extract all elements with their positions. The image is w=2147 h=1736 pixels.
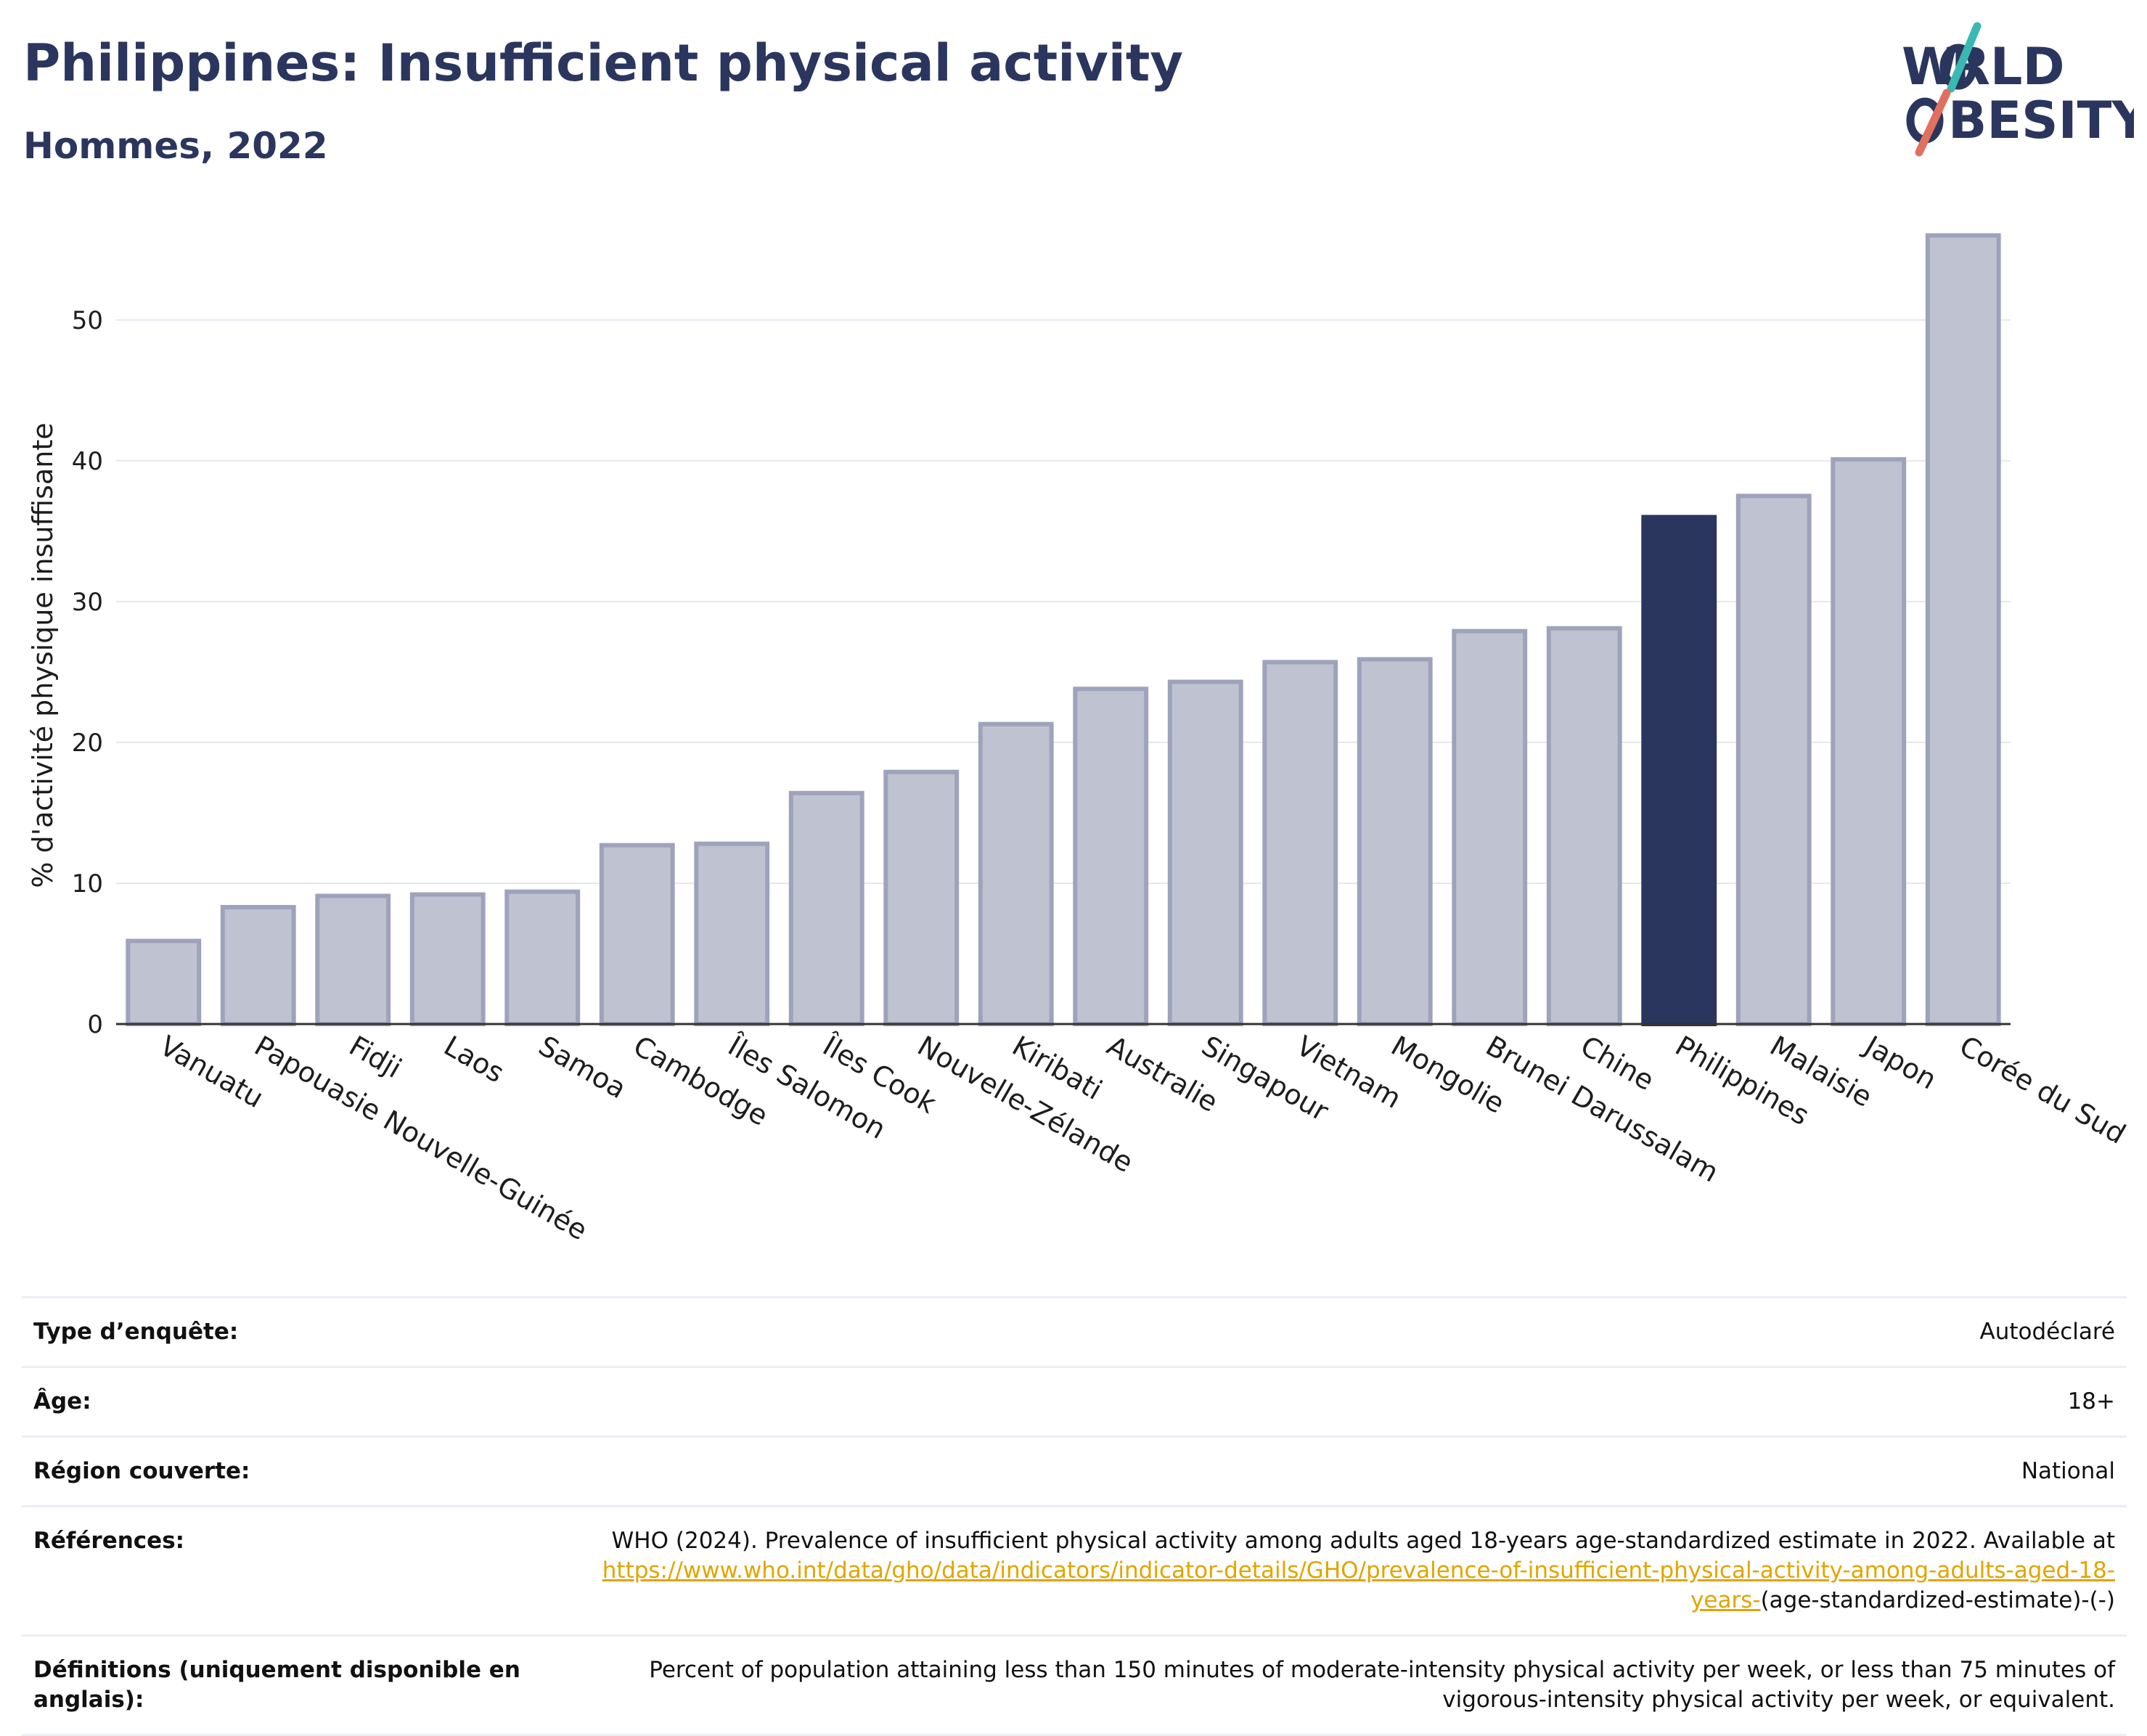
bar-kiribati[interactable] [978, 721, 1054, 1026]
x-tick-label: Papouasie Nouvelle-Guinée [249, 1030, 592, 1247]
page-title: Philippines: Insufficient physical activ… [23, 33, 1183, 93]
svg-text:BESITY: BESITY [1948, 91, 2134, 150]
info-value: Autodéclaré [1979, 1319, 2115, 1345]
y-axis-label: % d'activité physique insuffisante [27, 422, 59, 888]
bar-vanuatu[interactable] [126, 938, 202, 1026]
reference-link[interactable]: https://www.who.int/data/gho/data/indica… [602, 1557, 2115, 1613]
info-row-references: Références: WHO (2024). Prevalence of in… [22, 1505, 2127, 1634]
info-label: Références: [33, 1528, 185, 1554]
y-tick-label: 0 [87, 1010, 103, 1039]
y-tick-label: 30 [72, 588, 103, 617]
bar-fidji[interactable] [315, 893, 391, 1027]
x-tick-label: Îles Salomon [722, 1029, 891, 1145]
y-tick-label: 40 [72, 447, 103, 476]
info-table: Type d’enquête: Autodéclaré Âge: 18+ Rég… [22, 1296, 2127, 1736]
world-obesity-logo: W RLD ​ BESITY [1902, 22, 2134, 157]
bar-australie[interactable] [1073, 687, 1149, 1026]
bar-samoa[interactable] [504, 889, 581, 1027]
bar-laos[interactable] [409, 892, 486, 1026]
x-tick-label: Vanuatu [155, 1030, 269, 1114]
bar-papouasie-nouvelle-guin-e[interactable] [220, 904, 296, 1027]
grid-lines [116, 319, 2011, 884]
bar-nouvelle-z-lande[interactable] [883, 769, 960, 1027]
x-tick-label: Corée du Sud [1954, 1030, 2131, 1150]
x-tick-label: Fidji [344, 1030, 407, 1085]
bar--les-salomon[interactable] [694, 841, 770, 1027]
info-value: 18+ [2067, 1388, 2115, 1414]
info-value: Percent of population attaining less tha… [649, 1657, 2115, 1713]
bar-vietnam[interactable] [1262, 660, 1338, 1026]
bar-japon[interactable] [1831, 456, 1907, 1026]
info-value: National [2021, 1458, 2115, 1484]
bar-cambodge[interactable] [599, 843, 675, 1026]
info-row-age: Âge: 18+ [22, 1366, 2127, 1436]
bar-philippines[interactable] [1641, 515, 1717, 1026]
bar-chine[interactable] [1546, 626, 1622, 1026]
page-subtitle: Hommes, 2022 [23, 125, 328, 167]
x-tick-label: Samoa [533, 1030, 631, 1105]
reference-text-after: (age-standardized-estimate)-(-) [1760, 1587, 2115, 1613]
reference-text: WHO (2024). Prevalence of insufficient p… [611, 1528, 2115, 1554]
bar-singapour[interactable] [1167, 679, 1243, 1026]
info-value: WHO (2024). Prevalence of insufficient p… [555, 1526, 2115, 1616]
info-label: Région couverte: [33, 1458, 250, 1484]
info-label: Âge: [33, 1388, 91, 1414]
y-tick-label: 10 [72, 869, 103, 898]
bar-mongolie[interactable] [1357, 657, 1433, 1026]
info-row-region: Région couverte: National [22, 1436, 2127, 1505]
info-label: Définitions (uniquement disponible en an… [33, 1657, 520, 1713]
y-tick-label: 20 [72, 729, 103, 758]
y-tick-label: 50 [72, 306, 103, 335]
bar-malaisie[interactable] [1735, 494, 1812, 1026]
bar--les-cook[interactable] [788, 790, 864, 1026]
info-row-survey-type: Type d’enquête: Autodéclaré [22, 1296, 2127, 1366]
x-tick-label: Laos [438, 1030, 510, 1089]
bar-cor-e-du-sud[interactable] [1925, 233, 2001, 1026]
info-label: Type d’enquête: [33, 1319, 239, 1345]
info-row-definitions: Définitions (uniquement disponible en an… [22, 1634, 2127, 1736]
bars [126, 233, 2001, 1027]
bar-brunei-darussalam[interactable] [1452, 629, 1528, 1026]
